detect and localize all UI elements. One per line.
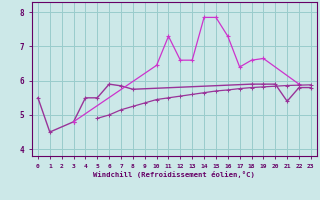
X-axis label: Windchill (Refroidissement éolien,°C): Windchill (Refroidissement éolien,°C): [93, 171, 255, 178]
